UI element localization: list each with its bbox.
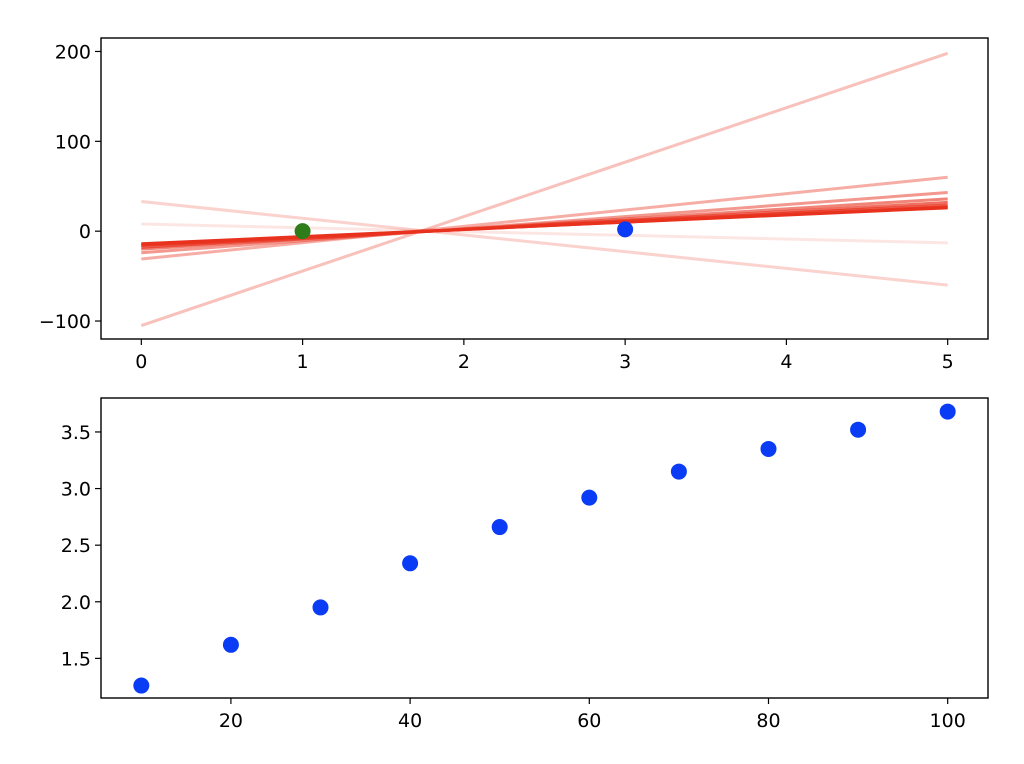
scatter-point: [670, 463, 687, 480]
x-tick-label: 80: [756, 710, 780, 732]
bottom-plot-x-axis: 20 40 60 80 100: [219, 698, 966, 732]
y-tick-label: 100: [55, 131, 91, 153]
y-tick-label: 3.5: [61, 422, 91, 444]
x-tick-label: 40: [398, 710, 422, 732]
y-tick-label: 2.0: [61, 592, 91, 614]
top-plot-x-axis: 0 1 2 3 4 5: [135, 339, 954, 373]
scatter-point: [222, 636, 239, 653]
scatter-point: [402, 555, 419, 572]
scatter-point: [312, 599, 329, 616]
fit-line: [141, 200, 948, 287]
x-tick-label: 20: [219, 710, 243, 732]
x-tick-label: 100: [930, 710, 966, 732]
scatter-point: [581, 489, 598, 506]
x-tick-label: 4: [780, 351, 792, 373]
bottom-plot: 20 40 60 80 100 1.5 2.0 2.5 3.0 3.5: [61, 397, 989, 732]
bottom-plot-frame: [100, 397, 989, 699]
data-point: [294, 223, 311, 240]
x-tick-label: 1: [297, 351, 309, 373]
data-point: [617, 221, 634, 238]
bottom-plot-points: [133, 403, 956, 694]
scatter-point: [133, 677, 150, 694]
y-tick-label: 200: [55, 41, 91, 63]
fit-line: [140, 51, 949, 327]
fit-line: [141, 206, 948, 246]
scatter-point: [850, 421, 867, 438]
y-tick-label: 2.5: [61, 535, 91, 557]
x-tick-label: 0: [135, 351, 147, 373]
scatter-point: [760, 440, 777, 457]
x-tick-label: 2: [458, 351, 470, 373]
top-plot-lines: [140, 51, 949, 327]
top-plot: 0 1 2 3 4 5 −100 0 100 200: [39, 37, 989, 373]
x-tick-label: 60: [577, 710, 601, 732]
bottom-plot-y-axis: 1.5 2.0 2.5 3.0 3.5: [61, 422, 101, 670]
fit-line: [141, 175, 948, 261]
y-tick-label: −100: [39, 311, 91, 333]
top-plot-points: [294, 221, 634, 240]
x-tick-label: 5: [942, 351, 954, 373]
y-tick-label: 1.5: [61, 648, 91, 670]
x-tick-label: 3: [619, 351, 631, 373]
top-plot-y-axis: −100 0 100 200: [39, 41, 101, 333]
fit-line: [141, 222, 948, 245]
y-tick-label: 3.0: [61, 479, 91, 501]
y-tick-label: 0: [79, 221, 91, 243]
scatter-point: [939, 403, 956, 420]
scatter-point: [491, 519, 508, 536]
top-plot-frame: [100, 37, 989, 340]
